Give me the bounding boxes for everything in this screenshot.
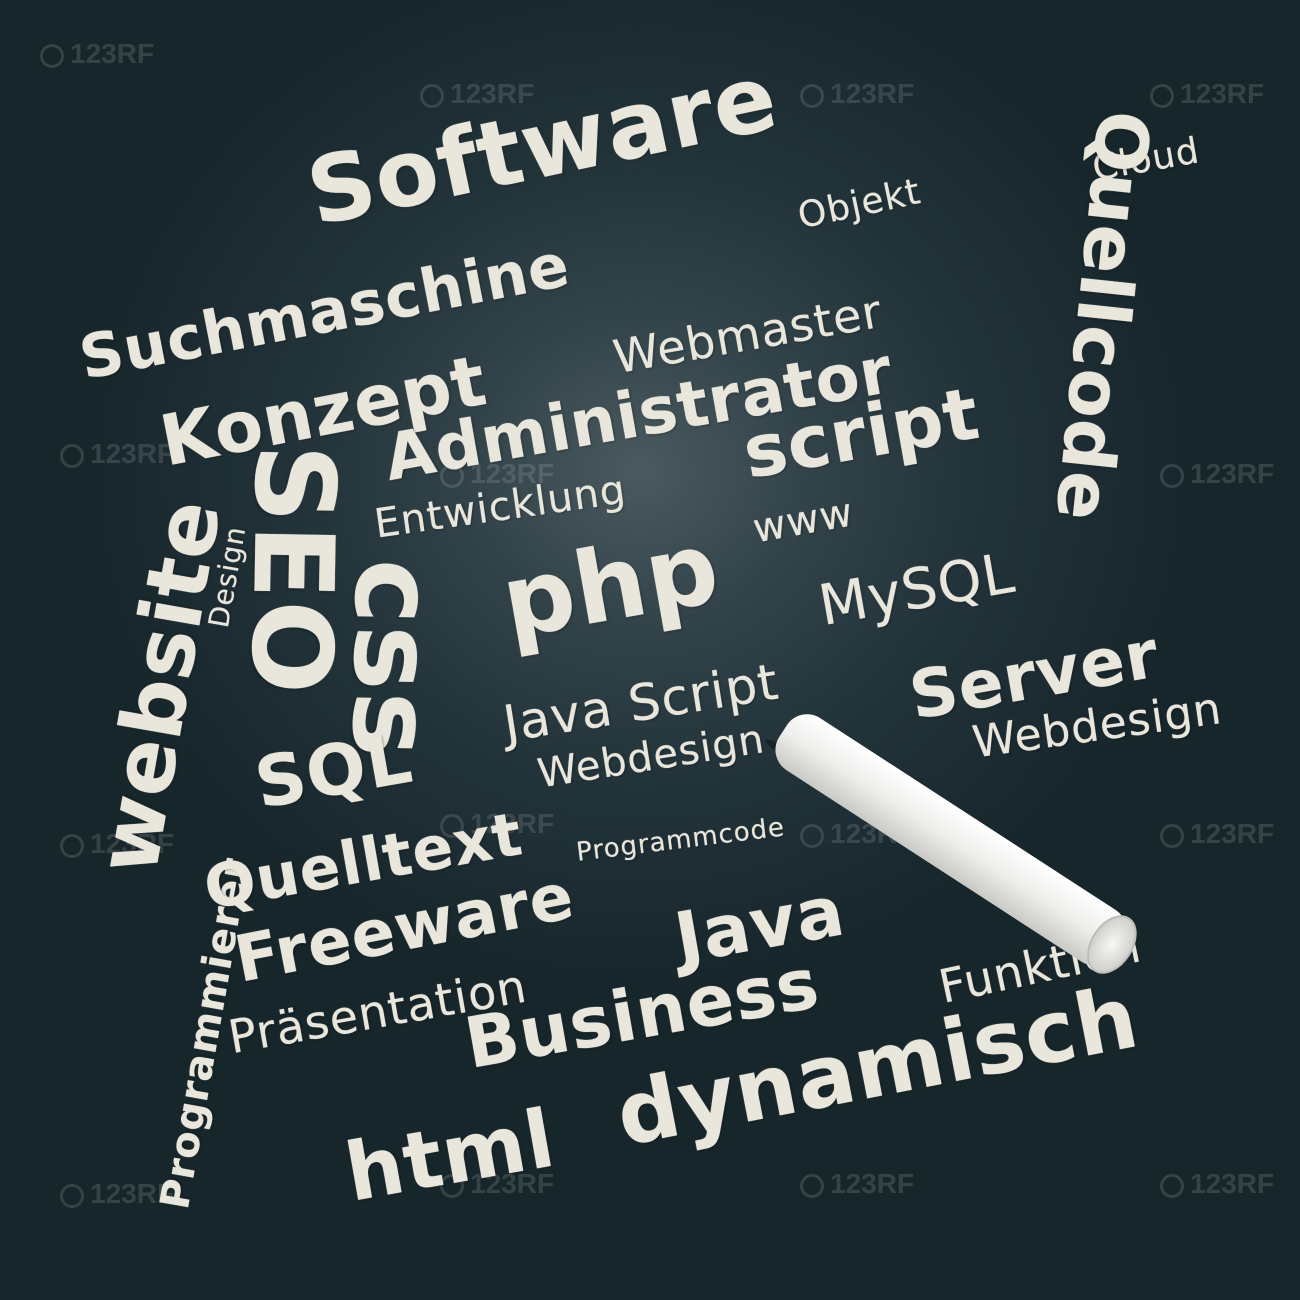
watermark-camera-icon <box>440 1173 464 1198</box>
watermark: 123RF <box>800 1170 914 1198</box>
watermark: 123RF <box>60 830 174 858</box>
watermark: 123RF <box>40 40 154 68</box>
watermark: 123RF <box>800 820 914 848</box>
watermark: 123RF <box>1150 80 1264 108</box>
watermark: 123RF <box>60 440 174 468</box>
watermark-camera-icon <box>800 823 824 848</box>
watermark-camera-icon <box>60 1183 84 1208</box>
watermark: 123RF <box>440 810 554 838</box>
word-suchmaschine: Suchmaschine <box>74 230 576 394</box>
watermark-camera-icon <box>1160 823 1184 848</box>
watermark-camera-icon <box>440 813 464 838</box>
word-programmcode: Programmcode <box>574 812 787 868</box>
word-quellcode: Quellcode <box>1039 106 1166 526</box>
watermark: 123RF <box>800 80 914 108</box>
watermark-camera-icon <box>1150 83 1174 108</box>
watermark: 123RF <box>1160 1170 1274 1198</box>
watermark-camera-icon <box>800 1173 824 1198</box>
watermark: 123RF <box>440 460 554 488</box>
watermark: 123RF <box>1160 460 1274 488</box>
watermark-camera-icon <box>440 463 464 488</box>
word-www: www <box>749 489 858 553</box>
word-software: Software <box>298 43 787 247</box>
watermark: 123RF <box>440 1170 554 1198</box>
watermark-camera-icon <box>800 83 824 108</box>
word-objekt: Objekt <box>794 171 925 238</box>
watermark-camera-icon <box>1160 463 1184 488</box>
word-php: php <box>493 508 728 662</box>
word-sql: SQL <box>248 716 419 825</box>
watermark: 123RF <box>420 80 534 108</box>
watermark-camera-icon <box>40 43 64 68</box>
watermark-camera-icon <box>60 833 84 858</box>
watermark: 123RF <box>1160 820 1274 848</box>
word-website: website <box>78 491 241 881</box>
watermark-camera-icon <box>1160 1173 1184 1198</box>
watermark: 123RF <box>60 1180 174 1208</box>
watermark-camera-icon <box>60 443 84 468</box>
watermark-camera-icon <box>420 83 444 108</box>
word-mysql: MySQL <box>814 540 1020 640</box>
